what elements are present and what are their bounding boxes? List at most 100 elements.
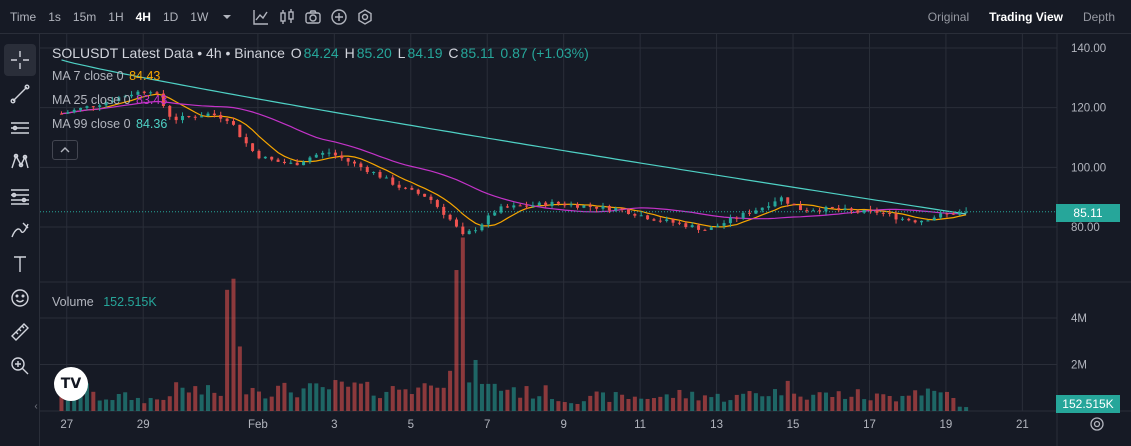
volume-bar	[728, 400, 733, 411]
candle-body	[646, 215, 650, 220]
timeframe-1h[interactable]: 1H	[108, 9, 124, 24]
indicator-icon[interactable]	[248, 5, 274, 29]
candle-body	[187, 115, 191, 117]
volume-bar	[798, 396, 803, 411]
volume-bar	[734, 394, 739, 411]
volume-bar	[696, 400, 701, 411]
ma7-legend[interactable]: MA 7 close 0 84.43	[52, 69, 162, 83]
candle-body	[219, 115, 223, 119]
scroll-left-button[interactable]: ‹	[34, 400, 38, 412]
change-value: 0.87 (+1.03%)	[500, 45, 589, 61]
candle-type-icon[interactable]	[274, 5, 300, 29]
candle-body	[499, 206, 503, 213]
price-tick-label: 80.00	[1071, 222, 1100, 234]
text-icon[interactable]	[4, 248, 36, 280]
candle-body	[563, 203, 567, 206]
volume-bar	[346, 386, 351, 411]
candle-body	[792, 203, 796, 206]
add-icon[interactable]	[326, 5, 352, 29]
time-tick-label: 29	[137, 419, 150, 431]
volume-bar	[849, 396, 854, 411]
trendline-icon[interactable]	[4, 78, 36, 110]
volume-bar	[722, 401, 727, 411]
volume-bar	[460, 237, 465, 411]
volume-bar	[651, 398, 656, 411]
volume-bar	[492, 383, 497, 411]
settings-hex-icon[interactable]	[352, 5, 378, 29]
ruler-icon[interactable]	[4, 316, 36, 348]
volume-legend[interactable]: Volume 152.515K	[52, 295, 159, 309]
candle-body	[614, 208, 618, 211]
volume-bar	[913, 390, 918, 411]
gear-icon[interactable]	[1087, 414, 1107, 434]
timeframe-1s[interactable]: 1s	[48, 9, 61, 24]
candle-body	[104, 101, 108, 106]
tradingview-logo[interactable]: TV	[54, 367, 88, 401]
ma25-legend[interactable]: MA 25 close 0 83.43	[52, 93, 169, 107]
timeframe-1w[interactable]: 1W	[190, 9, 209, 24]
screenshot-icon[interactable]	[300, 5, 326, 29]
top-toolbar: Time 1s 15m 1H 4H 1D 1W Original Trading…	[0, 0, 1131, 34]
chart-legend-ohlc: SOLUSDT Latest Data • 4h • Binance O 84.2…	[52, 45, 591, 61]
candle-body	[181, 115, 185, 121]
chevron-down-icon[interactable]	[214, 5, 240, 29]
volume-bar	[690, 391, 695, 411]
candle-body	[123, 96, 127, 98]
volume-bar	[314, 383, 319, 411]
view-trading-view[interactable]: Trading View	[989, 10, 1063, 24]
candle-body	[225, 118, 229, 122]
volume-bar	[906, 395, 911, 411]
candle-body	[811, 210, 815, 212]
volume-bar	[632, 396, 637, 411]
brush-icon[interactable]	[4, 214, 36, 246]
timeframe-4h[interactable]: 4H	[135, 9, 151, 24]
high-label: H	[344, 45, 355, 61]
current-volume-tag: 152.515K	[1056, 395, 1120, 413]
candle-body	[824, 206, 828, 212]
price-tick-label: 140.00	[1071, 43, 1106, 55]
candle-body	[964, 211, 968, 213]
time-label[interactable]: Time	[10, 9, 37, 24]
candle-body	[716, 225, 720, 228]
candle-body	[372, 171, 376, 173]
volume-bar	[231, 278, 236, 411]
collapse-legend-button[interactable]	[52, 140, 78, 160]
timeframe-1d[interactable]: 1D	[162, 9, 179, 24]
view-original[interactable]: Original	[927, 10, 970, 24]
candle-body	[626, 209, 630, 215]
zoom-in-icon[interactable]	[4, 350, 36, 382]
volume-bar	[339, 381, 344, 411]
candle-body	[748, 212, 752, 214]
parallel-lines-icon[interactable]	[4, 112, 36, 144]
current-price-tag: 85.11	[1056, 204, 1120, 222]
volume-bar	[180, 387, 185, 411]
volume-bar	[212, 392, 217, 411]
price-chart[interactable]: 140.00 120.00 100.00 80.00 4M 2M 27 29 Feb 3 5 7 9 11…	[40, 34, 1131, 446]
candle-body	[900, 218, 904, 220]
volume-bar	[779, 395, 784, 411]
view-depth[interactable]: Depth	[1082, 10, 1115, 24]
time-tick-label: 13	[710, 419, 723, 431]
candle-body	[722, 223, 726, 226]
candle-body	[72, 109, 76, 113]
crosshair-icon[interactable]	[4, 44, 36, 76]
candle-body	[359, 163, 363, 168]
view-switcher: Original Trading View Depth	[918, 0, 1125, 34]
fib-icon[interactable]	[4, 180, 36, 212]
volume-bar	[378, 398, 383, 411]
candle-body	[894, 213, 898, 220]
candle-body	[155, 92, 159, 94]
volume-bar	[307, 383, 312, 411]
pattern-icon[interactable]	[4, 146, 36, 178]
candle-body	[907, 218, 911, 221]
volume-bar	[384, 391, 389, 411]
volume-bar	[225, 289, 230, 411]
ma99-legend[interactable]: MA 99 close 0 84.36	[52, 117, 169, 131]
emoji-icon[interactable]	[4, 282, 36, 314]
volume-bar	[250, 387, 255, 411]
timeframe-15m[interactable]: 15m	[72, 9, 97, 24]
volume-bar	[371, 395, 376, 411]
volume-bar	[741, 393, 746, 411]
candle-body	[486, 215, 490, 225]
candle-body	[174, 116, 178, 121]
